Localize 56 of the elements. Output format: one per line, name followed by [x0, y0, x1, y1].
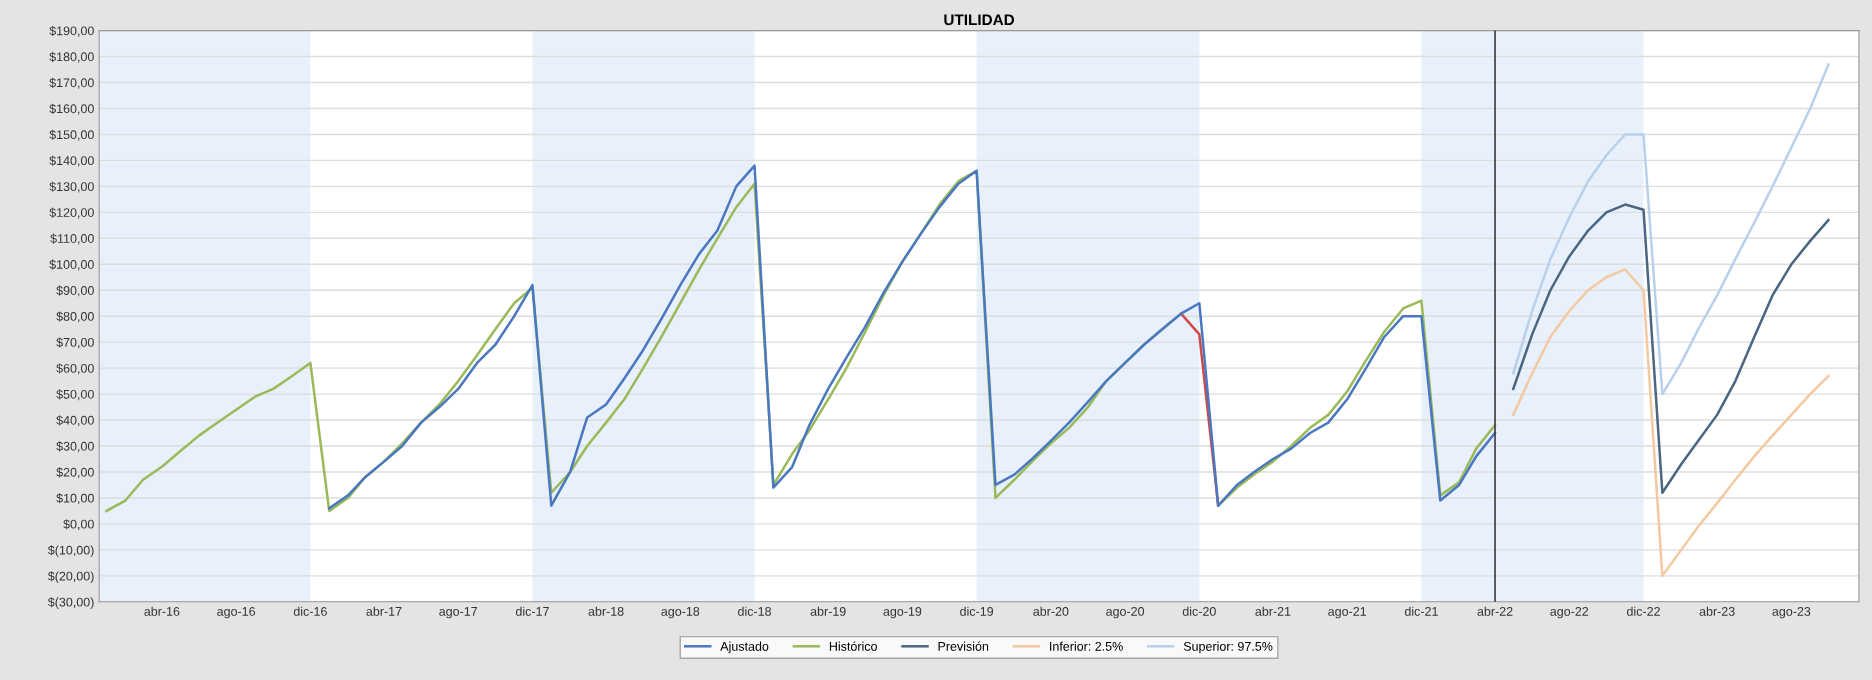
- line-series: [1512, 203, 1830, 494]
- y-tick-label: $60,00: [56, 363, 94, 375]
- x-tick-label: abr-18: [588, 606, 624, 616]
- x-tick-label: abr-16: [144, 606, 180, 616]
- legend-label: Ajustado: [720, 641, 769, 654]
- x-tick-label: ago-22: [1550, 606, 1589, 619]
- x-tick-label: dic-22: [1627, 606, 1660, 616]
- x-tick-label: ago-21: [1328, 606, 1367, 619]
- y-tick-label: $50,00: [56, 389, 94, 401]
- x-tick-label: abr-19: [810, 606, 846, 616]
- x-tick-label: abr-17: [366, 606, 402, 616]
- x-tick-label: dic-20: [1182, 606, 1216, 616]
- x-tick-label: dic-18: [738, 606, 772, 616]
- y-tick-label: $0,00: [63, 519, 94, 531]
- y-tick-label: $110,00: [50, 233, 94, 245]
- x-tick-label: dic-19: [960, 606, 994, 616]
- x-tick-label: ago-20: [1106, 606, 1145, 619]
- x-tick-label: abr-20: [1033, 606, 1069, 616]
- y-tick-label: $20,00: [56, 467, 94, 479]
- x-tick-label: ago-16: [217, 606, 256, 619]
- y-tick-label: $140,00: [49, 155, 94, 167]
- x-tick-label: abr-22: [1477, 606, 1513, 616]
- y-tick-label: $(20,00): [47, 571, 94, 584]
- legend-label: Histórico: [829, 641, 877, 651]
- x-tick-label: abr-23: [1699, 606, 1735, 616]
- legend-label: Superior: 97.5%: [1183, 641, 1273, 654]
- y-tick-label: $30,00: [56, 441, 94, 453]
- y-tick-label: $(10,00): [47, 545, 94, 558]
- y-tick-label: $120,00: [49, 207, 94, 219]
- chart-title: UTILIDAD: [944, 14, 1015, 26]
- y-tick-label: $100,00: [49, 259, 94, 271]
- y-tick-label: $10,00: [56, 493, 94, 505]
- y-tick-label: $70,00: [56, 337, 94, 349]
- legend-label: Inferior: 2.5%: [1050, 641, 1123, 651]
- y-tick-label: $190,00: [49, 25, 94, 37]
- y-tick-label: $130,00: [49, 181, 94, 193]
- y-tick-label: $160,00: [49, 103, 94, 115]
- line-series: [1512, 63, 1830, 396]
- x-tick-label: abr-21: [1255, 606, 1291, 616]
- x-tick-label: dic-17: [515, 606, 549, 616]
- y-tick-label: $90,00: [56, 285, 94, 297]
- line-series: [327, 164, 1497, 510]
- y-tick-label: $80,00: [56, 311, 94, 323]
- x-tick-label: dic-21: [1404, 606, 1438, 616]
- y-tick-label: $180,00: [49, 51, 94, 63]
- line-series: [1512, 268, 1830, 578]
- y-tick-label: $40,00: [56, 415, 94, 427]
- legend-label: Previsión: [938, 641, 989, 651]
- y-tick-label: $(30,00): [47, 597, 94, 610]
- x-tick-label: dic-16: [293, 606, 327, 616]
- x-tick-label: ago-23: [1772, 606, 1811, 619]
- x-tick-label: ago-18: [661, 606, 700, 619]
- y-tick-label: $150,00: [49, 129, 94, 141]
- x-tick-label: ago-17: [439, 607, 478, 619]
- x-tick-label: ago-19: [883, 606, 922, 619]
- y-tick-label: $170,00: [49, 77, 94, 89]
